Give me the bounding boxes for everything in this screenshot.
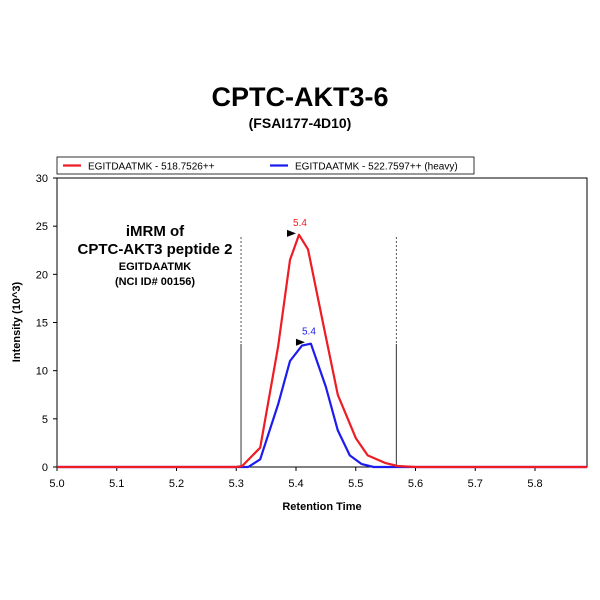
chart-title: CPTC-AKT3-6 — [211, 82, 389, 112]
y-tick-label: 5 — [42, 414, 48, 426]
series-lines — [57, 233, 587, 469]
x-tick-label: 5.1 — [109, 478, 124, 490]
annotation: iMRM of CPTC-AKT3 peptide 2 EGITDAATMK (… — [77, 223, 232, 288]
y-axis: 0 5 10 15 20 25 30 — [36, 173, 57, 474]
x-axis: 5.0 5.1 5.2 5.3 5.4 5.5 5.6 5.7 5.8 — [49, 467, 543, 490]
x-axis-label: Retention Time — [282, 501, 361, 513]
series-line-heavy — [57, 342, 587, 469]
integration-boundaries — [240, 237, 397, 467]
series-line-light — [57, 233, 587, 469]
y-tick-label: 0 — [42, 462, 48, 474]
annotation-line-1: iMRM of — [126, 223, 185, 240]
legend-box — [56, 156, 475, 175]
annotation-line-3: EGITDAATMK — [119, 261, 192, 273]
y-tick-label: 30 — [36, 173, 48, 185]
x-tick-label: 5.5 — [348, 478, 363, 490]
y-tick-label: 10 — [36, 366, 48, 378]
x-tick-label: 5.4 — [288, 478, 303, 490]
x-tick-label: 5.3 — [229, 478, 244, 490]
peak-label: 5.4 — [293, 218, 307, 229]
peak-label: 5.4 — [302, 327, 316, 338]
y-axis-label: Intensity (10^3) — [11, 281, 23, 362]
annotation-line-2: CPTC-AKT3 peptide 2 — [77, 241, 232, 258]
x-tick-label: 5.8 — [527, 478, 542, 490]
annotation-line-4: (NCI ID# 00156) — [115, 276, 195, 288]
legend: EGITDAATMK - 518.7526++ EGITDAATMK - 522… — [56, 156, 475, 175]
y-tick-label: 25 — [36, 221, 48, 233]
legend-label-light: EGITDAATMK - 518.7526++ — [88, 162, 215, 173]
x-tick-label: 5.2 — [169, 478, 184, 490]
x-tick-label: 5.0 — [49, 478, 64, 490]
chart-subtitle: (FSAI177-4D10) — [248, 115, 352, 131]
x-tick-label: 5.6 — [408, 478, 423, 490]
peak-arrow — [295, 338, 305, 346]
peak-labels: 5.4 5.4 — [286, 218, 316, 346]
y-tick-label: 15 — [36, 318, 48, 330]
y-tick-label: 20 — [36, 269, 48, 281]
x-tick-label: 5.7 — [468, 478, 483, 490]
legend-label-heavy: EGITDAATMK - 522.7597++ (heavy) — [295, 162, 458, 173]
peak-arrow — [286, 229, 296, 237]
